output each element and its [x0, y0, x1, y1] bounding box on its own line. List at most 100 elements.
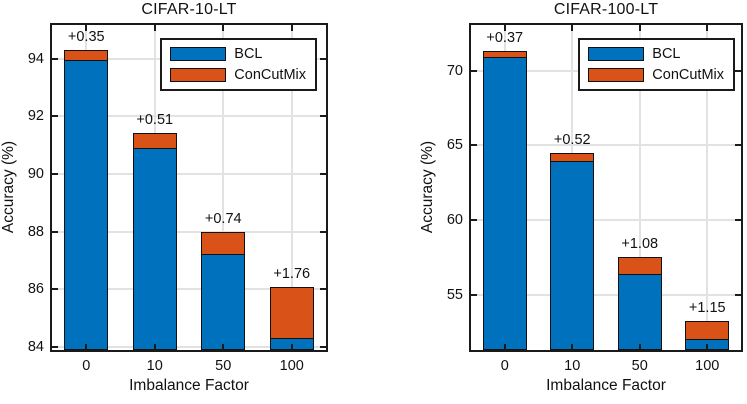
y-tick-mark — [52, 288, 58, 291]
bar-segment-bcl — [617, 273, 662, 350]
y-gridline — [471, 219, 741, 221]
bar-segment-bcl — [132, 147, 177, 350]
x-tick-mark — [706, 344, 709, 350]
chart-cifar-100-lt: CIFAR-100-LT Accuracy (%) +0.37 +0.52 +1.0… — [374, 0, 747, 404]
plot-area: +0.35 +0.51 +0.74 +1.76 BCL ConCutMix — [50, 23, 328, 352]
bar-segment-concutmix — [269, 287, 314, 340]
bar-segment-concutmix — [482, 51, 527, 59]
gain-label: +1.08 — [621, 235, 659, 252]
legend-item-bcl: BCL — [170, 46, 306, 62]
x-tick-mark — [638, 344, 641, 350]
y-tick-mark — [471, 293, 477, 296]
legend-swatch-concutmix — [170, 68, 227, 82]
gain-label: +0.37 — [486, 30, 524, 47]
bar-segment-concutmix — [550, 153, 595, 163]
y-tick-mark — [735, 144, 741, 147]
bar-segment-bcl — [482, 56, 527, 350]
x-tick-mark — [85, 344, 88, 350]
y-tick-mark — [52, 230, 58, 233]
y-tick-mark — [52, 346, 58, 349]
x-axis-label: Imbalance Factor — [546, 377, 666, 394]
x-tick-mark — [153, 25, 156, 31]
chart-title: CIFAR-10-LT — [141, 1, 237, 18]
y-tick-mark — [735, 219, 741, 221]
gain-label: +1.15 — [688, 299, 726, 316]
y-gridline — [52, 230, 326, 233]
legend-label: ConCutMix — [234, 67, 306, 83]
chart-title: CIFAR-100-LT — [553, 1, 659, 18]
legend-swatch-bcl — [170, 47, 227, 61]
x-tick-label: 0 — [500, 358, 509, 374]
y-tick-mark — [320, 57, 326, 60]
legend-label: BCL — [652, 46, 681, 62]
x-tick-label: 10 — [564, 358, 581, 374]
y-axis-label: Accuracy (%) — [0, 140, 17, 234]
bar-segment-concutmix — [64, 49, 109, 62]
y-tick-label: 84 — [27, 339, 44, 356]
y-tick-label: 94 — [27, 50, 44, 67]
x-gridline — [638, 25, 641, 350]
y-tick-label: 65 — [446, 137, 463, 154]
x-tick-mark — [222, 344, 225, 350]
bar-segment-concutmix — [201, 231, 246, 255]
legend-item-concutmix: ConCutMix — [588, 67, 724, 83]
x-tick-mark — [638, 25, 641, 31]
y-tick-mark — [320, 288, 326, 291]
x-gridline — [290, 25, 293, 350]
x-tick-label: 50 — [215, 358, 232, 374]
y-tick-mark — [320, 230, 326, 233]
y-gridline — [471, 144, 741, 147]
legend-label: ConCutMix — [652, 67, 724, 83]
y-tick-mark — [52, 115, 58, 118]
bar-segment-bcl — [201, 253, 246, 350]
legend: BCL ConCutMix — [578, 38, 735, 91]
chart-cifar-10-lt: CIFAR-10-LT Accuracy (%) +0.35 +0.51 +0.74… — [0, 0, 373, 404]
legend-item-bcl: BCL — [588, 46, 724, 62]
x-tick-mark — [706, 25, 709, 31]
y-tick-mark — [735, 69, 741, 72]
legend-item-concutmix: ConCutMix — [170, 67, 306, 83]
bar-segment-bcl — [64, 59, 109, 350]
y-tick-mark — [320, 346, 326, 349]
y-gridline — [52, 115, 326, 118]
gain-label: +0.35 — [67, 28, 105, 45]
gain-label: +1.76 — [273, 266, 311, 283]
y-tick-mark — [320, 173, 326, 176]
x-tick-mark — [85, 25, 88, 31]
bar-segment-concutmix — [132, 132, 177, 149]
x-tick-mark — [153, 344, 156, 350]
legend-swatch-bcl — [588, 47, 645, 61]
y-tick-label: 86 — [27, 281, 44, 298]
x-tick-label: 10 — [146, 358, 163, 374]
x-tick-label: 50 — [631, 358, 648, 374]
legend: BCL ConCutMix — [160, 38, 317, 91]
y-tick-label: 90 — [27, 166, 44, 183]
x-tick-label: 100 — [279, 358, 304, 374]
y-gridline — [52, 346, 326, 349]
x-tick-mark — [290, 25, 293, 31]
y-gridline — [52, 173, 326, 176]
bar-segment-concutmix — [685, 320, 730, 340]
y-tick-mark — [471, 69, 477, 72]
x-axis-label: Imbalance Factor — [129, 377, 249, 394]
x-tick-mark — [571, 25, 574, 31]
y-tick-label: 55 — [446, 286, 463, 303]
y-tick-label: 60 — [446, 212, 463, 228]
gain-label: +0.74 — [204, 210, 242, 227]
y-gridline — [52, 288, 326, 291]
x-tick-label: 100 — [695, 358, 720, 374]
y-tick-mark — [471, 144, 477, 147]
y-tick-mark — [320, 115, 326, 118]
x-gridline — [222, 25, 225, 350]
x-tick-mark — [571, 344, 574, 350]
x-tick-mark — [503, 25, 506, 31]
x-tick-mark — [222, 25, 225, 31]
bar-segment-concutmix — [617, 256, 662, 275]
x-tick-mark — [290, 344, 293, 350]
legend-label: BCL — [234, 46, 263, 62]
plot-area: +0.37 +0.52 +1.08 +1.15 BCL ConCutMix — [469, 23, 743, 352]
gain-label: +0.52 — [553, 132, 591, 149]
y-gridline — [471, 293, 741, 296]
y-tick-label: 88 — [27, 223, 44, 240]
